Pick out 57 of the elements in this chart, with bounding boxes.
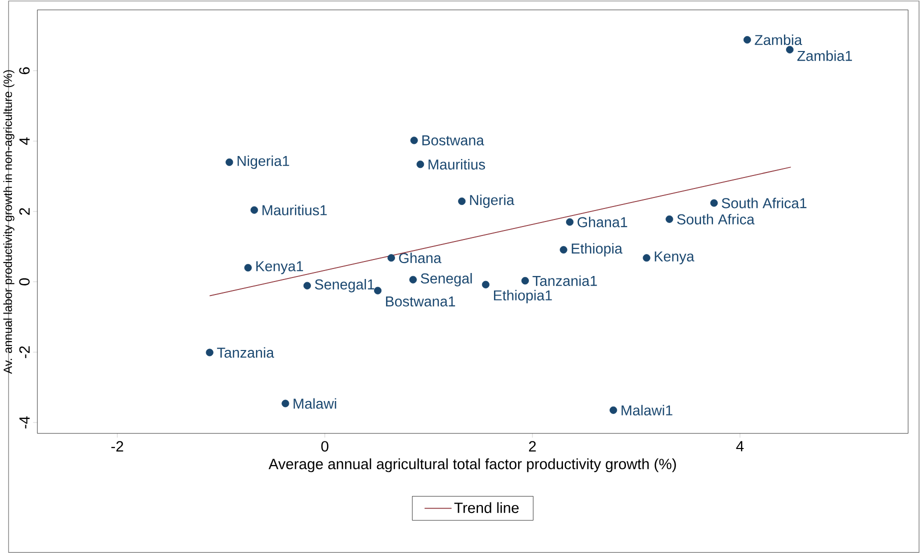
data-label: Senegal <box>420 272 472 286</box>
point <box>521 276 529 284</box>
point <box>458 197 466 205</box>
x-tick-label: 0 <box>321 440 328 452</box>
data-label: Nigeria <box>470 194 514 208</box>
point <box>303 282 311 290</box>
y-axis-title: Av. annual labor productivity growth in non-agriculture (%) <box>3 70 14 374</box>
data-label: Malawi <box>294 398 336 409</box>
data-label: Ghana1 <box>578 216 628 228</box>
point <box>642 254 650 262</box>
point <box>206 348 214 356</box>
data-label: Bostwana <box>422 135 484 146</box>
point <box>226 158 234 166</box>
data-label: Nigeria1 <box>238 155 290 169</box>
data-label: South Africa1 <box>722 198 806 208</box>
data-label: Zambia1 <box>797 50 852 61</box>
point <box>374 286 382 294</box>
point <box>610 406 618 414</box>
point <box>409 276 417 284</box>
data-label: Tanzania1 <box>532 275 597 286</box>
data-label: Ethiopia1 <box>494 290 552 304</box>
point <box>282 400 290 408</box>
data-label: Mauritius1 <box>262 204 327 216</box>
data-label: Ethiopia <box>572 242 622 256</box>
point <box>250 206 258 214</box>
point <box>482 280 490 288</box>
data-label: Kenya <box>654 251 694 264</box>
data-label: Kenya1 <box>256 261 304 274</box>
y-tick-label: 6 <box>19 67 30 74</box>
point <box>710 199 718 207</box>
y-tick-label: -4 <box>19 416 30 428</box>
x-axis-title: Average annual agricultural total factor productivity growth (%) <box>268 458 676 472</box>
point <box>666 215 674 223</box>
y-tick-label: 0 <box>19 278 30 286</box>
data-label: Mauritius <box>428 158 486 170</box>
data-label: Senegal1 <box>314 278 374 292</box>
data-label: Zambia <box>754 34 802 45</box>
point <box>566 218 574 226</box>
x-tick-label: 2 <box>529 440 536 452</box>
point <box>560 246 568 254</box>
point <box>388 254 396 262</box>
y-tick-label: 2 <box>19 208 30 215</box>
point <box>416 160 424 168</box>
y-tick-label: 4 <box>19 137 30 145</box>
point <box>743 36 751 44</box>
legend-label: Trend line <box>454 502 519 513</box>
data-label: Ghana <box>399 252 442 263</box>
data-label: Tanzania <box>217 347 274 358</box>
data-label: Bostwana1 <box>386 296 456 306</box>
y-tick-label: -2 <box>19 346 30 358</box>
data-label: Malawi1 <box>622 404 672 416</box>
data-label: South Africa <box>677 214 755 224</box>
point <box>244 264 252 272</box>
x-tick-label: -2 <box>111 440 124 452</box>
x-tick-label: 4 <box>736 440 744 452</box>
point <box>786 46 794 54</box>
point <box>410 136 418 144</box>
